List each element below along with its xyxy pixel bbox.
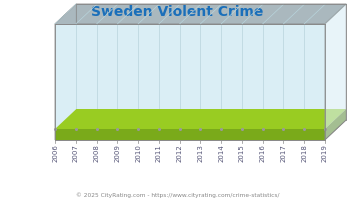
Text: Sweden Violent Crime: Sweden Violent Crime (91, 5, 264, 19)
Text: 2010: 2010 (135, 144, 141, 162)
Polygon shape (55, 129, 325, 140)
Text: 2019: 2019 (322, 144, 328, 162)
Text: 2012: 2012 (176, 144, 182, 162)
Text: 2009: 2009 (114, 144, 120, 162)
Polygon shape (325, 109, 346, 140)
Text: 2014: 2014 (218, 144, 224, 162)
Text: 2008: 2008 (93, 144, 99, 162)
Polygon shape (55, 4, 346, 24)
Text: 2006: 2006 (52, 144, 58, 162)
Text: 2018: 2018 (301, 144, 307, 162)
Text: 2017: 2017 (280, 144, 286, 162)
Polygon shape (325, 4, 346, 140)
Text: © 2025 CityRating.com - https://www.cityrating.com/crime-statistics/: © 2025 CityRating.com - https://www.city… (76, 192, 279, 198)
Text: 2013: 2013 (197, 144, 203, 162)
Polygon shape (55, 24, 325, 140)
Text: 2007: 2007 (73, 144, 79, 162)
Text: 2016: 2016 (260, 144, 266, 162)
Text: 2011: 2011 (156, 144, 162, 162)
Polygon shape (55, 109, 346, 129)
Polygon shape (55, 4, 76, 140)
Text: 2015: 2015 (239, 144, 245, 162)
